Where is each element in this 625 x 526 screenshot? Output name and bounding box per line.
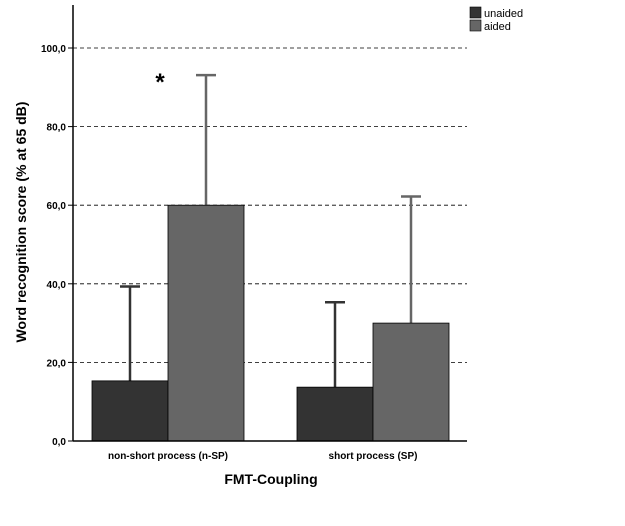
y-ticks: 0,0 20,0 40,0 60,0 80,0 100,0	[41, 44, 73, 448]
x-category-label: short process (SP)	[329, 451, 418, 462]
bar-unaided	[91, 380, 169, 442]
y-tick-label: 60,0	[47, 201, 67, 212]
x-axis-title: FMT-Coupling	[224, 471, 317, 487]
y-tick-label: 80,0	[47, 123, 67, 134]
y-tick-label: 40,0	[47, 280, 67, 291]
legend-label-aided: aided	[484, 21, 511, 33]
x-category-label: non-short process (n-SP)	[108, 451, 228, 462]
legend-label-unaided: unaided	[484, 8, 523, 20]
legend-swatch-aided	[469, 19, 482, 32]
y-tick-label: 100,0	[41, 44, 66, 55]
bar-aided	[372, 322, 450, 442]
y-tick-label: 0,0	[52, 437, 66, 448]
bar-aided	[167, 204, 245, 442]
legend-swatch-unaided	[469, 6, 482, 19]
y-tick-label: 20,0	[47, 358, 67, 369]
bar-unaided	[296, 386, 374, 442]
significance-marker: *	[155, 69, 165, 96]
x-category-labels: non-short process (n-SP) short process (S…	[108, 451, 417, 462]
gridlines	[73, 47, 467, 363]
bars	[91, 204, 450, 442]
y-axis-title: Word recognition score (% at 65 dB)	[13, 102, 29, 343]
error-bars	[120, 73, 421, 388]
legend: unaided aided	[469, 6, 523, 33]
